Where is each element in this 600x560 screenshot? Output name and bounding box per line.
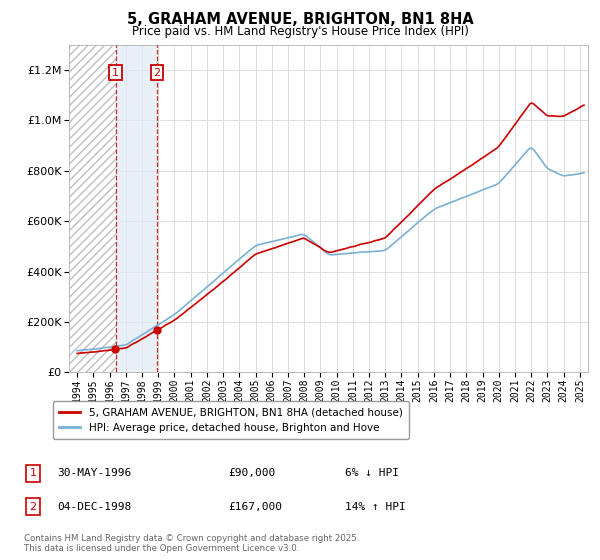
Text: 1: 1 [29, 468, 37, 478]
Text: 2: 2 [29, 502, 37, 512]
Text: 30-MAY-1996: 30-MAY-1996 [57, 468, 131, 478]
Bar [69, 45, 116, 372]
Text: 1: 1 [112, 68, 119, 77]
Text: £167,000: £167,000 [228, 502, 282, 512]
Legend: 5, GRAHAM AVENUE, BRIGHTON, BN1 8HA (detached house), HPI: Average price, detach: 5, GRAHAM AVENUE, BRIGHTON, BN1 8HA (det… [53, 401, 409, 439]
Text: 04-DEC-1998: 04-DEC-1998 [57, 502, 131, 512]
Text: 2: 2 [154, 68, 160, 77]
Text: Contains HM Land Registry data © Crown copyright and database right 2025.
This d: Contains HM Land Registry data © Crown c… [24, 534, 359, 553]
Text: £90,000: £90,000 [228, 468, 275, 478]
Text: 14% ↑ HPI: 14% ↑ HPI [345, 502, 406, 512]
Text: Price paid vs. HM Land Registry's House Price Index (HPI): Price paid vs. HM Land Registry's House … [131, 25, 469, 38]
Bar [116, 45, 157, 372]
Text: 5, GRAHAM AVENUE, BRIGHTON, BN1 8HA: 5, GRAHAM AVENUE, BRIGHTON, BN1 8HA [127, 12, 473, 27]
Text: 6% ↓ HPI: 6% ↓ HPI [345, 468, 399, 478]
